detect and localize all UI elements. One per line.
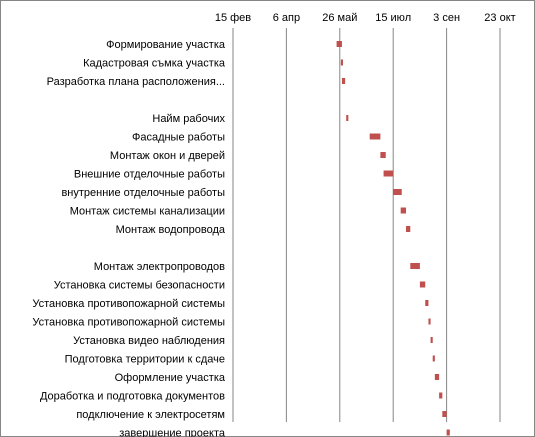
task-bar xyxy=(406,226,411,232)
task-bar xyxy=(419,281,426,288)
task-label: Кадастровая съмка участка xyxy=(83,58,226,70)
task-label: Установка видео наблюдения xyxy=(73,335,225,347)
task-bar xyxy=(383,170,394,177)
task-bar xyxy=(434,374,440,380)
task-bar xyxy=(446,429,450,436)
task-bar xyxy=(393,189,402,195)
task-bars xyxy=(336,41,450,436)
task-label: Установка противопожарной системы xyxy=(32,317,225,329)
task-label: Установка системы безопасности xyxy=(54,280,225,292)
task-bar xyxy=(442,411,447,417)
task-label: Монтаж электропроводов xyxy=(94,261,225,273)
task-label: Монтаж окон и дверей xyxy=(110,150,225,162)
task-bar xyxy=(369,133,381,140)
task-bar xyxy=(341,78,346,84)
task-label: Внешние отделочные работы xyxy=(74,169,225,181)
task-label: Монтаж водопровода xyxy=(116,224,226,236)
task-bar xyxy=(336,41,342,47)
task-bar xyxy=(380,152,386,158)
x-tick-label: 3 сен xyxy=(433,12,460,24)
task-label: завершение проекта xyxy=(119,428,226,437)
task-bar xyxy=(346,115,349,121)
task-bar xyxy=(430,337,433,343)
x-tick-label: 26 май xyxy=(322,12,357,24)
task-label: подключение к электросетям xyxy=(76,409,225,421)
task-label: Найм рабочих xyxy=(152,113,225,125)
task-bar xyxy=(410,263,420,269)
task-label: Подготовка территории к сдаче xyxy=(65,354,225,366)
task-label: Оформление участка xyxy=(115,372,226,384)
gridlines xyxy=(232,28,501,422)
task-bar xyxy=(439,392,443,399)
task-label: Монтаж системы канализации xyxy=(70,206,225,218)
task-label: внутренние отделочные работы xyxy=(61,187,225,199)
task-labels: Формирование участка Кадастровая съмка уч… xyxy=(32,39,225,437)
task-bar xyxy=(432,355,435,362)
x-axis-ticks: 15 фев 6 апр 26 май 15 июл 3 сен 23 окт xyxy=(215,12,516,24)
task-bar xyxy=(425,300,429,306)
task-label: Фасадные работы xyxy=(132,132,225,144)
x-tick-label: 15 июл xyxy=(375,12,411,24)
task-label: Установка противопожарной системы xyxy=(32,298,225,310)
task-label: Разработка плана расположения... xyxy=(47,76,225,88)
x-tick-label: 6 апр xyxy=(273,12,300,24)
task-bar xyxy=(340,59,344,66)
x-tick-label: 23 окт xyxy=(484,12,515,24)
task-bar xyxy=(428,318,431,325)
x-tick-label: 15 фев xyxy=(215,12,251,24)
task-label: Формирование участка xyxy=(106,39,226,51)
task-label: Доработка и подготовка документов xyxy=(40,391,225,403)
task-bar xyxy=(400,207,407,214)
